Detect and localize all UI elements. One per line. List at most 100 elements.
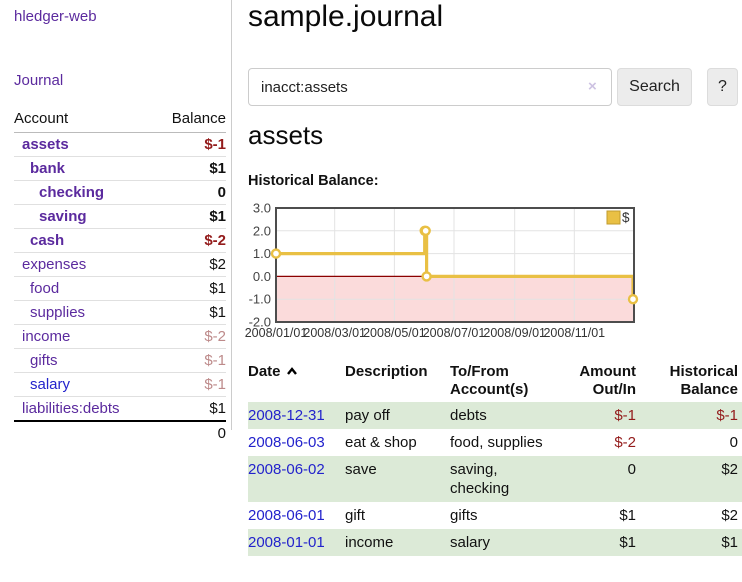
transaction-date-link[interactable]: 2008-06-03 [248, 434, 325, 451]
sidebar: hledger-web Journal Account Balance asse… [0, 0, 232, 582]
svg-text:2008/11/01: 2008/11/01 [543, 326, 605, 340]
account-heading: assets [248, 120, 324, 150]
sidebar-account-link[interactable]: income [22, 328, 71, 345]
account-row: income $-2 [14, 325, 226, 349]
accounts-total-value: 0 [154, 419, 226, 445]
search-input[interactable] [248, 68, 612, 106]
account-balance: $-2 [204, 328, 226, 345]
transaction-amount: 0 [627, 461, 636, 478]
account-balance: $1 [209, 160, 226, 177]
register-header-date[interactable]: Date [248, 362, 345, 402]
svg-text:2008/03/01: 2008/03/01 [303, 326, 366, 340]
account-balance: $-2 [204, 232, 226, 249]
sidebar-account-link[interactable]: expenses [22, 256, 87, 273]
transaction-description: eat & shop [345, 434, 417, 451]
transaction-date-link[interactable]: 2008-06-01 [248, 507, 325, 524]
svg-text:2008/05/01: 2008/05/01 [363, 326, 426, 340]
svg-text:2008/07/01: 2008/07/01 [423, 326, 486, 340]
register-row: 2008-06-02 save saving, checking 0 $2 [248, 456, 742, 502]
account-row: supplies $1 [14, 301, 226, 325]
historical-balance-chart: $3.0 2.0 1.0 0.0 -1.0 -2.0 2008/01/01 2008/03/0… [245, 201, 742, 355]
sort-ascending-icon [286, 363, 298, 381]
register-row: 2008-06-03 eat & shop food, supplies $-2 0 [248, 429, 742, 456]
sidebar-account-rows: assets $-1 bank $1 checking 0 saving $1 cash $-2 e… [14, 133, 226, 421]
svg-text:0.0: 0.0 [253, 269, 271, 284]
account-row: salary $-1 [14, 373, 226, 397]
accounts-total-row: 0 [14, 419, 226, 445]
account-balance: $1 [209, 399, 226, 417]
sidebar-account-link[interactable]: bank [30, 160, 66, 177]
help-button[interactable]: ? [707, 68, 738, 106]
sidebar-account-link[interactable]: liabilities:debts [22, 399, 120, 417]
account-row: saving $1 [14, 205, 226, 229]
transaction-accounts: salary [450, 534, 491, 551]
svg-text:-1.0: -1.0 [249, 292, 271, 307]
account-row: expenses $2 [14, 253, 226, 277]
sidebar-account-link[interactable]: assets [22, 136, 69, 153]
sidebar-account-link[interactable]: supplies [30, 304, 86, 321]
account-balance: 0 [217, 184, 226, 201]
register-row: 2008-01-01 income salary $1 $1 [248, 529, 742, 556]
svg-text:2008/09/01: 2008/09/01 [483, 326, 546, 340]
account-row: checking 0 [14, 181, 226, 205]
svg-text:2008/01/01: 2008/01/01 [245, 326, 308, 340]
transaction-description: save [345, 461, 377, 478]
transaction-description: pay off [345, 407, 390, 424]
register-row: 2008-06-01 gift gifts $1 $2 [248, 502, 742, 529]
svg-text:$: $ [622, 210, 630, 225]
register-header-accounts: To/From Account(s) [450, 363, 529, 398]
transaction-balance: 0 [729, 434, 738, 451]
app-title-link[interactable]: hledger-web [14, 8, 97, 25]
account-row: food $1 [14, 277, 226, 301]
account-row: assets $-1 [14, 133, 226, 157]
sidebar-account-link[interactable]: food [30, 280, 60, 297]
transaction-accounts: gifts [450, 507, 478, 524]
svg-text:-2.0: -2.0 [249, 315, 271, 330]
register-header-row: Date Description To/From Account(s) Amou… [248, 362, 742, 402]
account-balance: $1 [209, 280, 226, 297]
accounts-header-account: Account [14, 110, 69, 127]
transaction-date-link[interactable]: 2008-01-01 [248, 534, 325, 551]
transaction-accounts: debts [450, 407, 487, 424]
clear-search-icon[interactable]: × [588, 78, 597, 95]
transaction-amount: $-2 [614, 434, 636, 451]
transaction-amount: $1 [619, 534, 636, 551]
transaction-date-link[interactable]: 2008-12-31 [248, 407, 325, 424]
account-balance: $-1 [204, 376, 226, 393]
svg-text:3.0: 3.0 [253, 201, 271, 216]
transaction-description: gift [345, 507, 366, 524]
svg-text:2.0: 2.0 [253, 223, 271, 238]
register-header-description: Description [345, 363, 428, 380]
transaction-amount: $-1 [614, 407, 636, 424]
account-balance: $1 [209, 304, 226, 321]
transaction-balance: $-1 [716, 407, 738, 424]
chart-title: Historical Balance: [248, 173, 379, 189]
search-form: × Search ? [248, 68, 742, 106]
sidebar-account-link[interactable]: saving [39, 208, 87, 225]
sidebar-account-link[interactable]: checking [39, 184, 105, 201]
register-row: 2008-12-31 pay off debts $-1 $-1 [248, 402, 742, 429]
transaction-accounts: food, supplies [450, 434, 543, 451]
nav-journal-link[interactable]: Journal [14, 72, 64, 89]
account-balance: $-1 [204, 352, 226, 369]
account-balance: $1 [209, 208, 226, 225]
account-balance: $-1 [204, 136, 226, 153]
transaction-accounts: saving, checking [450, 461, 510, 497]
sidebar-account-link[interactable]: gifts [30, 352, 58, 369]
transaction-balance: $2 [721, 461, 738, 478]
transaction-date-link[interactable]: 2008-06-02 [248, 461, 325, 478]
account-row: liabilities:debts $1 [14, 397, 226, 421]
account-row: gifts $-1 [14, 349, 226, 373]
sidebar-account-link[interactable]: salary [30, 376, 71, 393]
accounts-header-balance: Balance [171, 110, 226, 127]
main-content: sample.journal × Search ? assets Histori… [245, 0, 742, 582]
search-button[interactable]: Search [617, 68, 692, 106]
transaction-amount: $1 [619, 507, 636, 524]
transaction-description: income [345, 534, 394, 551]
sidebar-account-link[interactable]: cash [30, 232, 65, 249]
transaction-balance: $1 [721, 534, 738, 551]
register-rows: 2008-12-31 pay off debts $-1 $-1 2008-06-03 ea… [248, 402, 742, 556]
register-header-balance: Historical Balance [669, 363, 738, 398]
register-table: Date Description To/From Account(s) Amou… [248, 362, 742, 556]
transaction-balance: $2 [721, 507, 738, 524]
